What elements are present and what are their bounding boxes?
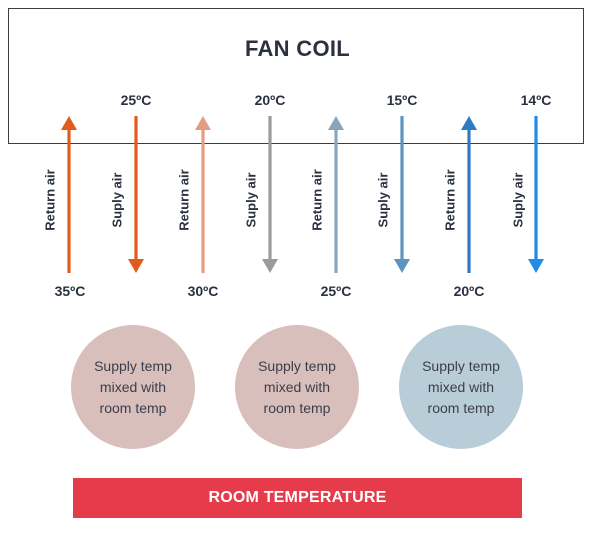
mix-circle-1-line-2: mixed with [99,378,167,395]
arrow-head-up-icon [61,116,77,130]
return-temp-3: 25ºC [320,283,352,299]
arrow-head-up-icon [461,116,477,130]
mix-circle-3: Supply temp mixed with room temp [399,325,523,449]
supply-temp-3: 15ºC [386,92,418,108]
arrow-head-up-icon [328,116,344,130]
mix-circle-1: Supply temp mixed with room temp [71,325,195,449]
return-air-arrow-3 [328,116,344,273]
mix-circle-2-line-1: Supply temp [258,357,336,374]
supply-temp-2: 20ºC [254,92,286,108]
return-air-arrow-2 [195,116,211,273]
arrow-head-down-icon [262,259,278,273]
mix-circle-3-line-1: Supply temp [422,357,500,374]
flow-label-supply-4: Suply air [510,172,526,228]
fan-coil-title: FAN COIL [244,36,351,61]
mix-circle-1-line-3: room temp [99,399,167,416]
return-temp-4: 20ºC [453,283,485,299]
mix-circle-2-line-2: mixed with [263,378,331,395]
arrow-head-down-icon [128,259,144,273]
room-temperature-bar: ROOM TEMPERATURE [73,478,522,518]
supply-air-arrow-1 [128,116,144,273]
return-air-arrow-4 [461,116,477,273]
return-air-arrow-1 [61,116,77,273]
flow-label-return-2: Return air [176,169,192,231]
supply-air-arrow-3 [394,116,410,273]
supply-temp-4: 14ºC [520,92,552,108]
arrow-head-up-icon [195,116,211,130]
supply-temp-1: 25ºC [120,92,152,108]
mix-circle-2-line-3: room temp [263,399,331,416]
mix-circle-2: Supply temp mixed with room temp [235,325,359,449]
mix-circle-1-line-1: Supply temp [94,357,172,374]
flow-label-supply-2: Suply air [243,172,259,228]
flow-label-supply-3: Suply air [375,172,391,228]
fan-coil-box [8,8,584,144]
flow-label-return-1: Return air [42,169,58,231]
arrow-head-down-icon [528,259,544,273]
mix-circle-3-line-2: mixed with [427,378,495,395]
flow-label-return-3: Return air [309,169,325,231]
return-temp-2: 30ºC [187,283,219,299]
flow-label-return-4: Return air [442,169,458,231]
return-temp-1: 35ºC [54,283,86,299]
flow-label-supply-1: Suply air [109,172,125,228]
arrow-head-down-icon [394,259,410,273]
mix-circle-3-line-3: room temp [427,399,495,416]
supply-air-arrow-4 [528,116,544,273]
supply-air-arrow-2 [262,116,278,273]
